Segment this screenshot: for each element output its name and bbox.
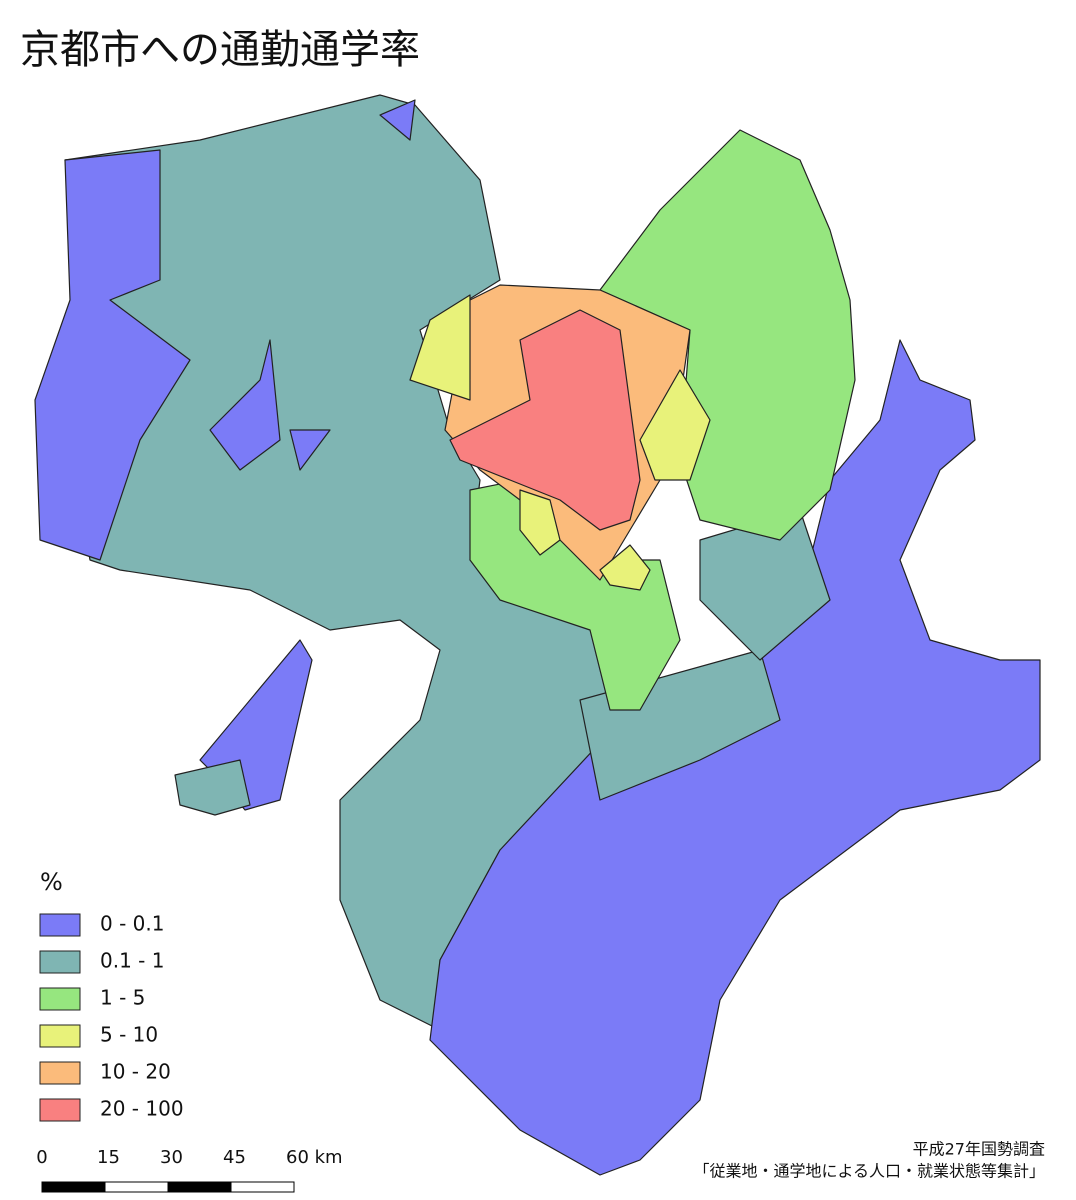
legend-swatch: [39, 1098, 81, 1122]
legend-label: 0.1 - 1: [100, 949, 164, 973]
legend-swatch: [39, 987, 81, 1011]
legend: 0 - 0.1 0.1 - 1 1 - 5 5 - 10 10 - 20 20 - 100: [39, 912, 184, 1122]
legend-swatch: [39, 1024, 81, 1048]
scale-label: 45: [223, 1147, 246, 1168]
region: [379, 99, 416, 141]
scale-label: 0: [36, 1147, 47, 1168]
legend-label: 5 - 10: [100, 1023, 158, 1047]
scale-label: 30: [160, 1147, 183, 1168]
region: [449, 309, 641, 531]
title: 京都市への通勤通学率: [20, 27, 420, 73]
region: [639, 369, 711, 481]
region: [289, 429, 331, 471]
legend-title: %: [40, 868, 63, 896]
source-line: 平成27年国勢調査: [913, 1140, 1045, 1159]
region: [519, 489, 561, 556]
legend-label: 0 - 0.1: [100, 912, 164, 936]
legend-label: 1 - 5: [100, 986, 145, 1010]
legend-label: 20 - 100: [100, 1097, 184, 1121]
region: [409, 294, 471, 401]
source-line: 「従業地・通学地による人口・就業状態等集計」: [693, 1162, 1045, 1181]
legend-label: 10 - 20: [100, 1060, 171, 1084]
legend-swatch: [39, 950, 81, 974]
region: [599, 544, 651, 591]
scale-label: 60 km: [286, 1147, 343, 1168]
scale-segment: [167, 1181, 232, 1193]
scale-segment: [41, 1181, 106, 1193]
region: [209, 339, 281, 471]
legend-swatch: [39, 913, 81, 937]
scale-segment: [104, 1181, 169, 1193]
map: [34, 94, 1041, 1176]
region: [174, 759, 251, 816]
scale-label: 15: [97, 1147, 120, 1168]
scale-segment: [230, 1181, 295, 1193]
legend-swatch: [39, 1061, 81, 1085]
region: [429, 339, 1041, 1176]
scale-bar: 0 15 30 45 60 km: [36, 1147, 343, 1193]
region: [34, 149, 191, 561]
